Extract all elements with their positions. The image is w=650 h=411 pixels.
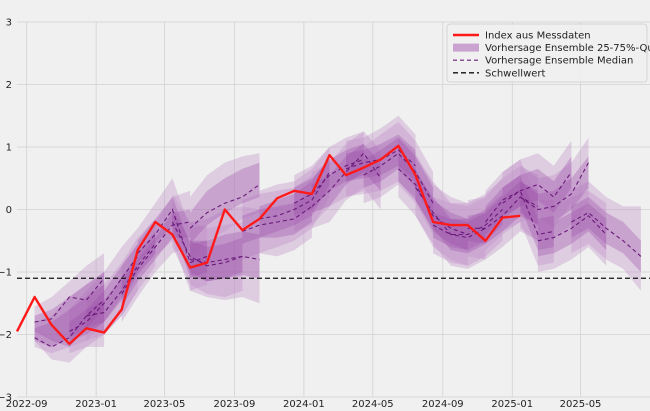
forecast-median-21 (519, 162, 589, 211)
forecast-band-outer-9 (242, 175, 312, 260)
forecast-median-7 (190, 255, 260, 264)
observed-line (15, 144, 521, 346)
forecast-median-11 (293, 158, 364, 204)
forecast-band-inner-5 (137, 197, 208, 279)
forecast-band-inner-11 (294, 143, 364, 216)
forecast-median-22 (537, 215, 607, 242)
forecast-band-outer-2 (69, 228, 138, 354)
forecast-band-outer-21 (520, 137, 589, 241)
y-tick-label: 1 (6, 143, 12, 154)
forecast-median-14 (363, 152, 434, 204)
forecast-band-outer-22 (537, 190, 607, 272)
forecast-median-23 (571, 211, 642, 257)
x-tick-label: 2024-05 (352, 399, 394, 410)
forecast-median-16 (415, 187, 486, 239)
x-tick-label: 2024-01 (283, 399, 325, 410)
y-tick-label: −2 (0, 330, 12, 341)
y-tick-label: −1 (0, 268, 12, 279)
forecast-median-8 (189, 184, 260, 229)
x-tick-label: 2025-01 (491, 399, 533, 410)
y-tick-label: 3 (6, 18, 12, 29)
forecast-band-outer-19 (485, 159, 554, 266)
observed-group (15, 144, 521, 346)
x-tick-label: 2023-09 (214, 399, 256, 410)
forecast-band-outer-13 (346, 115, 416, 197)
forecast-median-18 (467, 196, 539, 229)
legend-box (446, 23, 648, 83)
y-tick-label: −3 (0, 393, 12, 404)
x-tick-label: 2023-01 (75, 399, 117, 410)
forecast-median-3 (86, 243, 156, 317)
forecast-median-15 (398, 168, 468, 236)
forecast-band-inner-20 (502, 156, 572, 216)
forecast-band-outer-11 (294, 131, 364, 232)
forecast-band-outer-10 (259, 147, 330, 254)
forecast-band-outer-16 (415, 156, 486, 269)
forecast-band-outer-12 (311, 131, 381, 229)
forecast-median-19 (485, 190, 554, 236)
forecast-median-10 (259, 171, 330, 220)
forecast-median-9 (242, 205, 313, 232)
forecast-median-4 (121, 221, 191, 295)
forecast-band-outer-17 (433, 178, 503, 266)
forecast-band-outer-8 (190, 153, 260, 260)
forecast-band-outer-20 (502, 140, 572, 232)
y-tick-label: 2 (6, 80, 12, 91)
forecast-median-17 (432, 209, 503, 236)
forecast-median-0 (34, 277, 105, 323)
forecast-band-inner-9 (242, 190, 312, 244)
forecast-band-outer-23 (571, 181, 641, 291)
forecast-median-20 (502, 171, 572, 204)
y-tick-labels: −3 −2 −1 0 1 2 3 (0, 18, 12, 404)
forecast-band-outer-6 (172, 193, 243, 297)
grid-lines (17, 21, 650, 398)
forecast-band-inner-17 (433, 193, 503, 251)
forecast-band-inner-7 (190, 231, 260, 282)
forecast-median-lines (34, 149, 642, 348)
legend-label: Schwellwert (485, 68, 546, 79)
legend-label: Vorhersage Ensemble Median (485, 56, 633, 67)
forecast-median-6 (171, 221, 243, 267)
forecast-band-inner-12 (311, 143, 381, 213)
forecast-band-inner-6 (172, 209, 243, 282)
legend-swatch-band (453, 43, 479, 52)
y-tick-label: 0 (6, 205, 12, 216)
x-tick-label: 2023-05 (144, 399, 186, 410)
legend-label: Index aus Messdaten (485, 31, 591, 42)
forecast-median-2 (69, 256, 139, 332)
legend-label: Vorhersage Ensemble 25-75%-Quantil (485, 43, 650, 54)
x-tick-label: 2024-09 (422, 399, 464, 410)
forecast-band-outer-1 (34, 272, 105, 354)
forecast-band-outer-18 (467, 165, 538, 260)
forecast-band-outer-14 (363, 122, 434, 235)
forecast-band-inner-16 (415, 172, 486, 254)
forecast-median-5 (137, 208, 208, 264)
forecast-band-inner-21 (520, 156, 589, 226)
forecast-band-inner-10 (259, 156, 330, 238)
x-tick-label: 2022-09 (6, 399, 48, 410)
forecast-band-outer-0 (34, 253, 105, 363)
x-tick-labels: 2022-09 2023-01 2023-05 2023-09 2024-01 2024-… (6, 399, 602, 410)
x-tick-label: 2025-05 (560, 399, 602, 410)
